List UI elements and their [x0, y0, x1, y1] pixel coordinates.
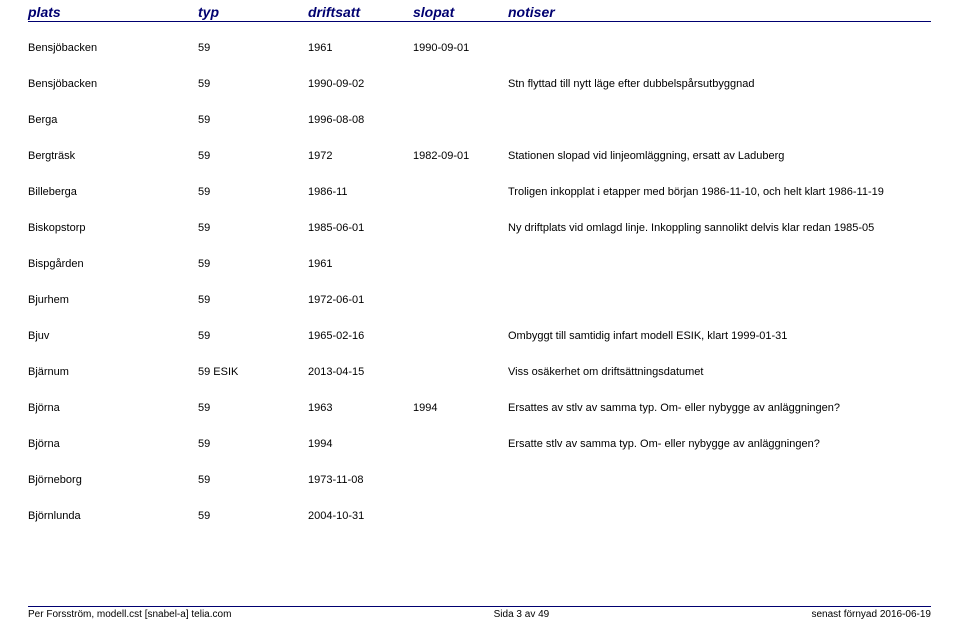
cell-typ: 59 ESIK: [198, 366, 308, 378]
cell-slopat: 1990-09-01: [413, 42, 508, 54]
cell-typ: 59: [198, 258, 308, 270]
cell-plats: Biskopstorp: [28, 222, 198, 234]
cell-driftsatt: 1986-11: [308, 186, 413, 198]
table-row: Bjuv591965-02-16 Ombyggt till samtidig in…: [28, 318, 931, 354]
cell-driftsatt: 1961: [308, 42, 413, 54]
cell-plats: Björna: [28, 402, 198, 414]
cell-driftsatt: 1985-06-01: [308, 222, 413, 234]
cell-plats: Bispgården: [28, 258, 198, 270]
cell-slopat: 1994: [413, 402, 508, 414]
cell-typ: 59: [198, 330, 308, 342]
table-row: Billeberga591986-11 Troligen inkopplat i …: [28, 174, 931, 210]
cell-typ: 59: [198, 78, 308, 90]
cell-typ: 59: [198, 474, 308, 486]
cell-typ: 59: [198, 222, 308, 234]
cell-plats: Bensjöbacken: [28, 78, 198, 90]
cell-typ: 59: [198, 150, 308, 162]
table-row: Bensjöbacken591990-09-02 Stn flyttad till…: [28, 66, 931, 102]
cell-typ: 59: [198, 510, 308, 522]
cell-plats: Billeberga: [28, 186, 198, 198]
cell-notiser: Ersatte stlv av samma typ. Om- eller nyb…: [508, 438, 931, 450]
header-typ: typ: [198, 4, 308, 20]
cell-driftsatt: 1965-02-16: [308, 330, 413, 342]
footer: Per Forsström, modell.cst [snabel-a] tel…: [28, 606, 931, 620]
cell-plats: Bjuv: [28, 330, 198, 342]
table-row: Berga591996-08-08: [28, 102, 931, 138]
cell-driftsatt: 1961: [308, 258, 413, 270]
table-row: Björna591994 Ersatte stlv av samma typ. O…: [28, 426, 931, 462]
table-row: Bispgården591961: [28, 246, 931, 282]
header-plats: plats: [28, 4, 198, 20]
cell-notiser: Ersattes av stlv av samma typ. Om- eller…: [508, 402, 931, 414]
cell-driftsatt: 1972-06-01: [308, 294, 413, 306]
table-row: Bergträsk5919721982-09-01Stationen slopa…: [28, 138, 931, 174]
header-slopat: slopat: [413, 4, 508, 20]
cell-plats: Bergträsk: [28, 150, 198, 162]
cell-plats: Bjurhem: [28, 294, 198, 306]
cell-driftsatt: 2004-10-31: [308, 510, 413, 522]
cell-driftsatt: 1963: [308, 402, 413, 414]
cell-driftsatt: 1994: [308, 438, 413, 450]
cell-typ: 59: [198, 186, 308, 198]
cell-plats: Björnlunda: [28, 510, 198, 522]
cell-driftsatt: 1996-08-08: [308, 114, 413, 126]
cell-typ: 59: [198, 438, 308, 450]
cell-typ: 59: [198, 114, 308, 126]
cell-notiser: Stn flyttad till nytt läge efter dubbels…: [508, 78, 931, 90]
cell-notiser: Stationen slopad vid linjeomläggning, er…: [508, 150, 931, 162]
cell-driftsatt: 1990-09-02: [308, 78, 413, 90]
cell-plats: Berga: [28, 114, 198, 126]
cell-driftsatt: 1973-11-08: [308, 474, 413, 486]
cell-notiser: Troligen inkopplat i etapper med början …: [508, 186, 931, 198]
table-row: Björna5919631994Ersattes av stlv av samm…: [28, 390, 931, 426]
cell-notiser: Ombyggt till samtidig infart modell ESIK…: [508, 330, 931, 342]
table-row: Bjurhem591972-06-01: [28, 282, 931, 318]
rows-container: Bensjöbacken5919611990-09-01Bensjöbacken…: [28, 30, 931, 534]
cell-notiser: Ny driftplats vid omlagd linje. Inkoppli…: [508, 222, 931, 234]
table-row: Bjärnum59 ESIK2013-04-15 Viss osäkerhet o…: [28, 354, 931, 390]
cell-plats: Bjärnum: [28, 366, 198, 378]
cell-plats: Björneborg: [28, 474, 198, 486]
table-header: plats typ driftsatt slopat notiser: [28, 4, 931, 22]
footer-left: Per Forsström, modell.cst [snabel-a] tel…: [28, 609, 231, 620]
cell-plats: Bensjöbacken: [28, 42, 198, 54]
page: plats typ driftsatt slopat notiser Bensj…: [0, 0, 959, 626]
cell-notiser: Viss osäkerhet om driftsättningsdatumet: [508, 366, 931, 378]
cell-slopat: 1982-09-01: [413, 150, 508, 162]
cell-typ: 59: [198, 294, 308, 306]
cell-driftsatt: 1972: [308, 150, 413, 162]
table-row: Björneborg591973-11-08: [28, 462, 931, 498]
table-row: Biskopstorp591985-06-01 Ny driftplats vid…: [28, 210, 931, 246]
header-notiser: notiser: [508, 4, 931, 20]
footer-right: senast förnyad 2016-06-19: [811, 609, 931, 620]
cell-plats: Björna: [28, 438, 198, 450]
footer-center: Sida 3 av 49: [494, 609, 550, 620]
cell-typ: 59: [198, 402, 308, 414]
table-row: Björnlunda592004-10-31: [28, 498, 931, 534]
table-row: Bensjöbacken5919611990-09-01: [28, 30, 931, 66]
cell-typ: 59: [198, 42, 308, 54]
header-driftsatt: driftsatt: [308, 4, 413, 20]
cell-driftsatt: 2013-04-15: [308, 366, 413, 378]
